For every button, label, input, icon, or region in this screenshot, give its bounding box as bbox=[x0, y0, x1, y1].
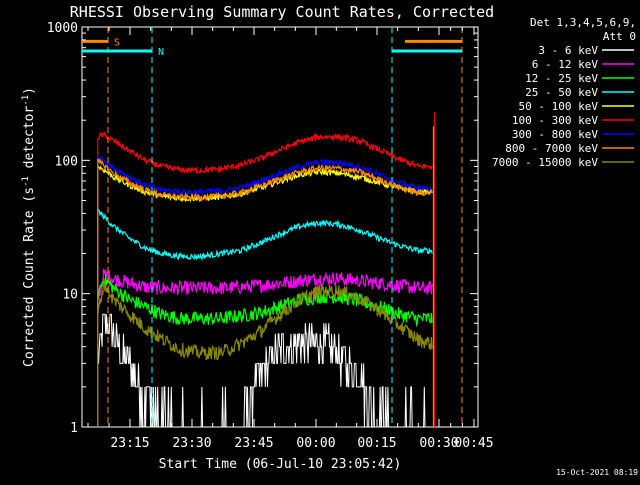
x-tick-label: 23:45 bbox=[234, 436, 273, 451]
legend-item-label: 50 - 100 keV bbox=[519, 100, 599, 113]
footer-date: 15-Oct-2021 08:19 bbox=[556, 468, 638, 477]
legend-item-label: 12 - 25 keV bbox=[525, 72, 598, 85]
legend-item-label: 300 - 800 keV bbox=[512, 128, 598, 141]
series-layer bbox=[97, 112, 435, 428]
x-tick-label: 23:15 bbox=[110, 436, 149, 451]
y-tick-label: 1000 bbox=[47, 21, 78, 36]
y-tick-label: 100 bbox=[55, 154, 78, 169]
y-axis-label-part3: ) bbox=[22, 87, 37, 95]
y-axis-label-part2: detector bbox=[22, 106, 37, 177]
legend-header-attenuator: Att 0 bbox=[603, 30, 636, 43]
y-tick-label: 10 bbox=[62, 288, 78, 303]
x-tick-label: 00:30 bbox=[419, 436, 458, 451]
segment-s-label: S bbox=[114, 37, 120, 48]
y-axis-label: Corrected Count Rate (s-1 detector-1) bbox=[21, 87, 37, 367]
x-tick-label: 00:15 bbox=[357, 436, 396, 451]
axes: 1 10 100 1000 23:15 23:30 23:45 00:00 00:15 00:30… bbox=[47, 21, 494, 451]
y-axis-label-part1: Corrected Count Rate (s bbox=[22, 187, 37, 367]
legend-header-detectors: Det 1,3,4,5,6,9, bbox=[530, 16, 636, 29]
y-axis-label-sup1: -1 bbox=[21, 176, 31, 187]
segment-n-label: N bbox=[158, 47, 164, 58]
y-axis-label-sup2: -1 bbox=[21, 95, 31, 106]
x-tick-label: 00:00 bbox=[296, 436, 335, 451]
series-line-9 bbox=[97, 278, 433, 427]
x-axis-label: Start Time (06-Jul-10 23:05:42) bbox=[159, 457, 402, 472]
series-line-8 bbox=[97, 158, 433, 427]
x-tick-label: 00:45 bbox=[454, 436, 493, 451]
series-line-6 bbox=[97, 131, 433, 427]
legend-item-label: 7000 - 15000 keV bbox=[492, 156, 598, 169]
legend-item-label: 800 - 7000 keV bbox=[505, 142, 598, 155]
series-line-2 bbox=[97, 268, 433, 427]
segment-markers: SN bbox=[82, 27, 463, 427]
legend-item-label: 100 - 300 keV bbox=[512, 114, 598, 127]
legend-item-label: 25 - 50 keV bbox=[525, 86, 598, 99]
chart-title: RHESSI Observing Summary Count Rates, Co… bbox=[70, 3, 494, 21]
x-tick-label: 23:30 bbox=[172, 436, 211, 451]
plot-border bbox=[81, 26, 479, 428]
legend-item-label: 6 - 12 keV bbox=[532, 58, 599, 71]
series-line-1 bbox=[97, 313, 433, 428]
legend-item-label: 3 - 6 keV bbox=[538, 44, 598, 57]
plot-area bbox=[81, 26, 479, 428]
series-line-4 bbox=[97, 207, 433, 427]
series-line-7 bbox=[97, 154, 433, 427]
y-tick-label: 1 bbox=[70, 421, 78, 436]
